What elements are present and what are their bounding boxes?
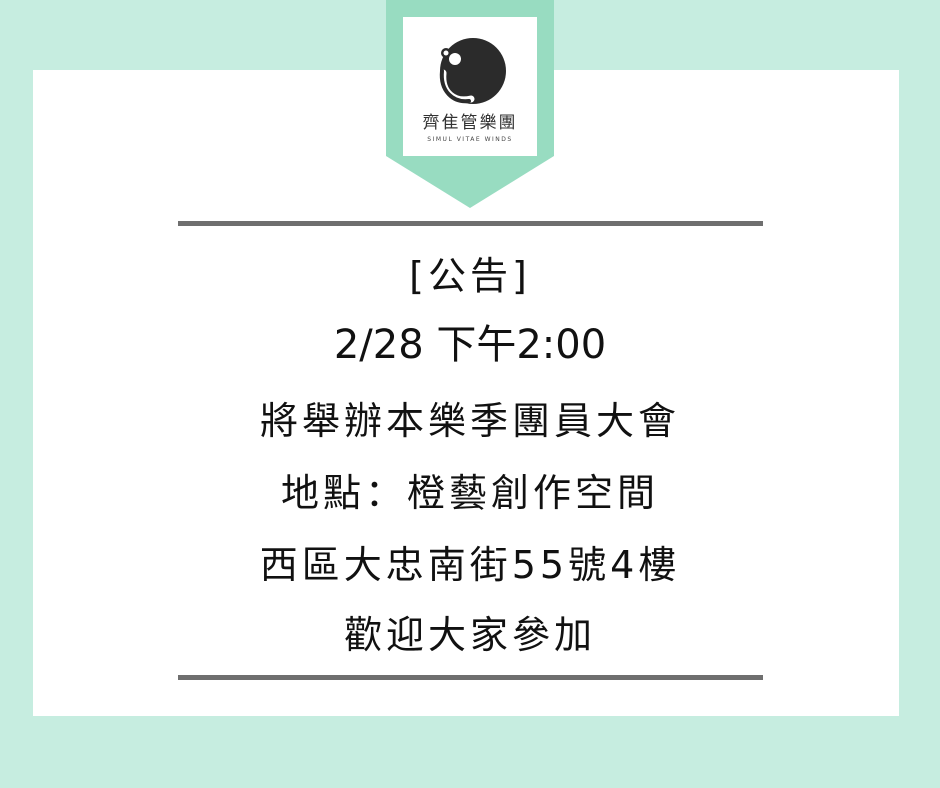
announcement-datetime: 2/28 下午2:00 xyxy=(333,322,607,368)
ensemble-logo-icon xyxy=(439,38,506,104)
announcement-closing: 歡迎大家參加 xyxy=(343,613,596,657)
logo-badge: 齊隹管樂團 SIMUL VITAE WINDS xyxy=(386,0,554,208)
bottom-divider xyxy=(178,675,763,680)
logo-name-chinese: 齊隹管樂團 xyxy=(422,113,518,133)
announcement-event: 將舉辦本樂季團員大會 xyxy=(259,399,680,443)
top-divider xyxy=(178,221,763,226)
announcement-heading: [公告] xyxy=(409,254,531,298)
announcement-venue: 地點：橙藝創作空間 xyxy=(280,471,659,515)
logo-name-english: SIMUL VITAE WINDS xyxy=(427,136,513,143)
logo-box: 齊隹管樂團 SIMUL VITAE WINDS xyxy=(403,17,537,156)
announcement-address: 西區大忠南街55號4樓 xyxy=(259,543,681,587)
